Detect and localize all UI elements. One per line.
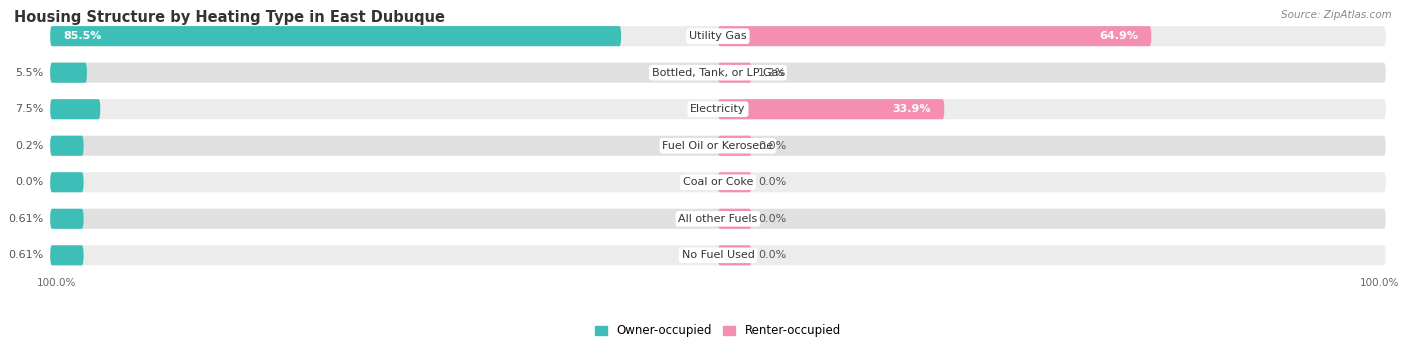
- Text: 7.5%: 7.5%: [15, 104, 44, 114]
- FancyBboxPatch shape: [51, 209, 83, 229]
- Text: 0.0%: 0.0%: [758, 141, 786, 151]
- FancyBboxPatch shape: [51, 63, 87, 83]
- Text: 1.2%: 1.2%: [758, 68, 786, 78]
- Text: 64.9%: 64.9%: [1099, 31, 1137, 41]
- Text: 0.2%: 0.2%: [15, 141, 44, 151]
- Text: Bottled, Tank, or LP Gas: Bottled, Tank, or LP Gas: [652, 68, 785, 78]
- FancyBboxPatch shape: [51, 136, 83, 156]
- Text: 5.5%: 5.5%: [15, 68, 44, 78]
- Text: 0.61%: 0.61%: [8, 250, 44, 260]
- FancyBboxPatch shape: [718, 63, 751, 83]
- Text: 0.0%: 0.0%: [758, 250, 786, 260]
- Text: 85.5%: 85.5%: [63, 31, 103, 41]
- FancyBboxPatch shape: [51, 63, 1386, 83]
- FancyBboxPatch shape: [718, 209, 751, 229]
- Text: 100.0%: 100.0%: [37, 278, 76, 288]
- Text: 0.61%: 0.61%: [8, 214, 44, 224]
- FancyBboxPatch shape: [718, 136, 751, 156]
- FancyBboxPatch shape: [51, 26, 1386, 46]
- Text: Electricity: Electricity: [690, 104, 745, 114]
- FancyBboxPatch shape: [718, 26, 1152, 46]
- Text: 0.0%: 0.0%: [758, 214, 786, 224]
- Text: All other Fuels: All other Fuels: [678, 214, 758, 224]
- FancyBboxPatch shape: [51, 26, 621, 46]
- FancyBboxPatch shape: [718, 245, 751, 265]
- Text: 0.0%: 0.0%: [758, 177, 786, 187]
- Text: 100.0%: 100.0%: [1360, 278, 1399, 288]
- Text: Source: ZipAtlas.com: Source: ZipAtlas.com: [1281, 10, 1392, 20]
- Text: 0.0%: 0.0%: [15, 177, 44, 187]
- Legend: Owner-occupied, Renter-occupied: Owner-occupied, Renter-occupied: [595, 324, 841, 337]
- Text: Fuel Oil or Kerosene: Fuel Oil or Kerosene: [662, 141, 773, 151]
- Text: No Fuel Used: No Fuel Used: [682, 250, 755, 260]
- Text: Housing Structure by Heating Type in East Dubuque: Housing Structure by Heating Type in Eas…: [14, 10, 446, 25]
- Text: Coal or Coke: Coal or Coke: [683, 177, 754, 187]
- FancyBboxPatch shape: [718, 99, 945, 119]
- FancyBboxPatch shape: [51, 172, 83, 192]
- Text: Utility Gas: Utility Gas: [689, 31, 747, 41]
- FancyBboxPatch shape: [51, 245, 83, 265]
- FancyBboxPatch shape: [51, 136, 1386, 156]
- FancyBboxPatch shape: [718, 172, 751, 192]
- FancyBboxPatch shape: [51, 172, 1386, 192]
- FancyBboxPatch shape: [51, 209, 1386, 229]
- Text: 33.9%: 33.9%: [893, 104, 931, 114]
- FancyBboxPatch shape: [51, 99, 100, 119]
- FancyBboxPatch shape: [51, 245, 1386, 265]
- FancyBboxPatch shape: [51, 99, 1386, 119]
